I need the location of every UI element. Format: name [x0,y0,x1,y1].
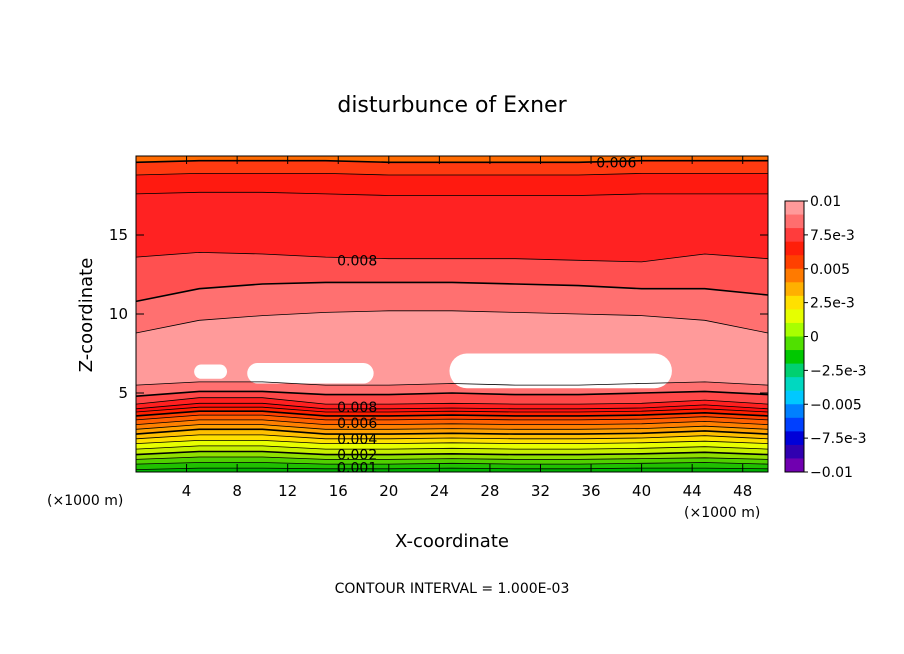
colorbar-swatch [785,350,804,365]
colorbar-swatch [785,431,804,446]
contour-label: 0.008 [337,253,377,269]
x-tick-label: 36 [581,482,600,500]
y-axis-label: Z-coordinate [76,258,97,373]
colorbar-swatch [785,377,804,392]
contour-line [135,456,769,460]
contour-line [135,406,769,413]
contour-label: 0.006 [337,416,377,432]
contour-line [135,410,769,417]
colorbar-swatch [785,404,804,419]
x-tick-label: 44 [683,482,702,500]
contour-line [135,381,769,386]
x-tick-label: 20 [379,482,398,500]
colorbar-swatch [785,417,804,432]
colorbar-label: 0.01 [810,194,841,210]
white-patch [449,353,672,389]
x-tick-label: 24 [430,482,449,500]
colorbar-swatch [785,309,804,324]
contour-line [135,390,769,397]
contour-line [135,310,769,334]
contour-line [135,414,769,421]
x-tick-label: 4 [182,482,192,500]
colorbar-swatch [785,201,804,216]
x-tick-label: 32 [531,482,550,500]
contour-line [135,191,768,196]
colorbar-label: 0 [810,330,819,346]
y-tick-label: 5 [118,384,128,402]
x-tick-label: 8 [232,482,242,500]
x-unit-right: (×1000 m) [684,505,760,521]
colorbar: 0.01 7.5e-3 0.005 2.5e-3 0 −2.5e-3 −0.005 −7.5e… [784,194,867,481]
x-tick-label: 16 [329,482,348,500]
contour-line [135,159,768,164]
colorbar-swatch [785,268,804,283]
contour-line [135,450,769,456]
contour-line [135,428,769,435]
colorbar-label: −2.5e-3 [810,363,867,379]
chart-title: disturbunce of Exner [337,93,567,118]
colorbar-label: 7.5e-3 [810,228,855,244]
colorbar-swatch [785,458,804,473]
contour-label: 0.001 [337,460,377,476]
contour-line [135,397,769,405]
contour-label: 0.006 [596,155,636,171]
contour-line [135,419,769,426]
colorbar-label: −0.005 [810,397,862,413]
contour-line [135,462,769,465]
colorbar-swatch [785,322,804,337]
contour-line [135,434,769,440]
white-patch [247,362,374,384]
colorbar-swatch [785,295,804,310]
colorbar-swatch [785,241,804,256]
colorbar-swatch [785,228,804,243]
contour-label: 0.002 [337,448,377,464]
contour-line [135,424,769,430]
y-tick-label: 10 [109,305,128,323]
colorbar-label: 0.005 [810,262,850,278]
contour-interval-footer: CONTOUR INTERVAL = 1.000E-03 [335,581,570,597]
x-tick-label: 12 [278,482,297,500]
x-tick-label: 28 [480,482,499,500]
colorbar-swatch [785,336,804,351]
x-tick-label: 48 [733,482,752,500]
colorbar-label: −0.01 [810,465,853,481]
colorbar-swatch [785,214,804,229]
contour-line [135,402,769,410]
contour-line [135,467,769,470]
colorbar-swatch [785,363,804,378]
contour-line [135,445,769,450]
colorbar-swatch [785,255,804,270]
white-patch [194,364,228,379]
colorbar-swatch [785,444,804,459]
contour-line [135,439,769,445]
contour-line [135,251,769,263]
x-axis-label: X-coordinate [395,531,509,552]
contour-label: 0.004 [337,432,377,448]
contour-label: 0.008 [337,400,377,416]
x-unit-left: (×1000 m) [47,493,123,509]
colorbar-label: 2.5e-3 [810,296,855,312]
x-tick-label: 40 [632,482,651,500]
contour-line [135,172,768,176]
colorbar-label: −7.5e-3 [810,431,867,447]
contour-line [135,281,769,303]
colorbar-swatch [785,282,804,297]
colorbar-swatch [785,390,804,405]
y-tick-label: 15 [109,226,128,244]
